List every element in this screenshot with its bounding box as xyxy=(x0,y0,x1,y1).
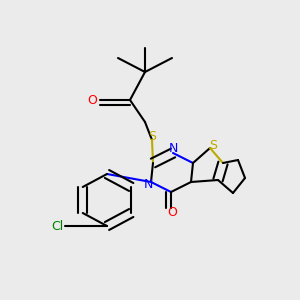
Text: S: S xyxy=(148,130,156,143)
Text: N: N xyxy=(143,178,153,191)
Text: O: O xyxy=(168,206,177,219)
Text: Cl: Cl xyxy=(51,220,64,232)
Text: O: O xyxy=(88,94,98,106)
Text: S: S xyxy=(210,139,218,152)
Text: N: N xyxy=(168,142,178,155)
